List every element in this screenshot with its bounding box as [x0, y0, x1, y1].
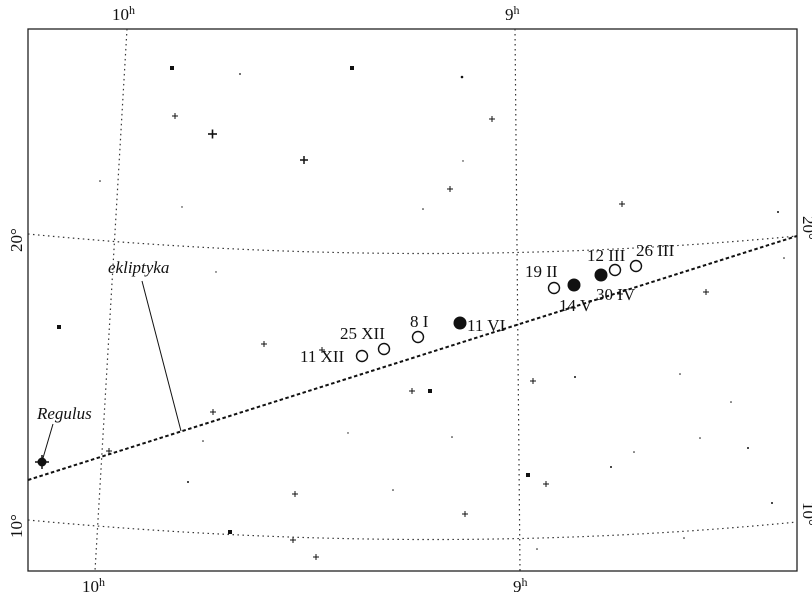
star — [239, 73, 241, 75]
star — [489, 116, 495, 122]
star — [422, 208, 424, 210]
date-label-8-i: 8 I — [410, 312, 429, 331]
date-label-25-xii: 25 XII — [340, 324, 385, 343]
regulus-label: Regulus — [36, 404, 92, 423]
ra-label-bottom-10h: 10h — [82, 575, 105, 596]
star — [409, 388, 415, 394]
star — [447, 186, 453, 192]
star — [208, 129, 217, 139]
ra-line-9h — [514, 28, 521, 572]
date-label-30-iv: 30 IV — [596, 285, 636, 304]
date-label-11-xii: 11 XII — [300, 347, 345, 366]
star — [777, 211, 779, 213]
star — [261, 341, 267, 347]
star — [300, 156, 308, 164]
observation-marker-30-iv — [594, 268, 608, 282]
star — [574, 376, 576, 378]
star — [462, 511, 468, 517]
ecliptic-label: ekliptyka — [108, 258, 169, 277]
observation-marker-12-iii — [608, 263, 622, 277]
star — [392, 489, 394, 491]
star — [619, 201, 625, 207]
star — [350, 66, 354, 70]
observation-marker-19-ii — [547, 281, 561, 295]
star — [679, 373, 681, 375]
observation-marker-14-v — [567, 278, 581, 292]
dec-label-right-10: 10° — [799, 502, 812, 526]
star — [106, 448, 112, 454]
star — [460, 75, 464, 79]
star — [543, 481, 549, 487]
star — [215, 271, 217, 273]
star — [747, 447, 749, 449]
star — [290, 537, 296, 543]
star — [730, 401, 732, 403]
dec-label-left-10: 10° — [7, 514, 26, 538]
star — [530, 378, 536, 384]
star — [617, 291, 623, 297]
star — [526, 473, 530, 477]
regulus-leader-line — [42, 423, 54, 459]
dec-line-10 — [27, 519, 798, 541]
star — [228, 530, 232, 534]
star — [699, 437, 701, 439]
date-label-11-vi: 11 VI — [467, 316, 506, 335]
star — [633, 451, 635, 453]
star — [771, 502, 773, 504]
ra-label-bottom-9h: 9h — [513, 575, 528, 596]
star — [462, 160, 464, 162]
star — [172, 113, 178, 119]
star — [536, 548, 538, 550]
dec-label-left-20: 20° — [7, 228, 26, 252]
star — [210, 409, 216, 415]
date-label-19-ii: 19 II — [525, 262, 558, 281]
star — [319, 347, 325, 353]
dec-line-20 — [27, 233, 798, 255]
date-label-14-v: 14 V — [559, 296, 593, 315]
star — [313, 554, 319, 560]
star — [347, 432, 349, 434]
star — [610, 466, 612, 468]
star — [683, 537, 685, 539]
regulus-star — [35, 455, 49, 469]
star — [99, 180, 101, 182]
chart-frame — [27, 28, 798, 572]
observation-marker-11-xii — [355, 349, 369, 363]
observation-marker-26-iii — [629, 259, 643, 273]
star — [202, 440, 204, 442]
star — [451, 436, 453, 438]
ra-line-10h — [94, 28, 128, 572]
star — [57, 325, 61, 329]
star — [292, 491, 298, 497]
background-stars — [57, 66, 785, 560]
ra-label-top-10h: 10h — [112, 3, 135, 24]
star — [187, 481, 189, 483]
star — [428, 389, 432, 393]
ra-label-top-9h: 9h — [505, 3, 520, 24]
date-label-26-iii: 26 III — [636, 241, 675, 260]
observation-marker-11-vi — [453, 316, 467, 330]
star — [170, 66, 174, 70]
ecliptic-line — [27, 235, 798, 481]
star — [181, 206, 183, 208]
observation-marker-25-xii — [377, 342, 391, 356]
star — [703, 289, 709, 295]
star — [783, 257, 785, 259]
observation-marker-8-i — [411, 330, 425, 344]
dec-label-right-20: 20° — [799, 216, 812, 240]
ecliptic-leader-line — [141, 280, 182, 432]
date-label-12-iii: 12 III — [587, 246, 626, 265]
